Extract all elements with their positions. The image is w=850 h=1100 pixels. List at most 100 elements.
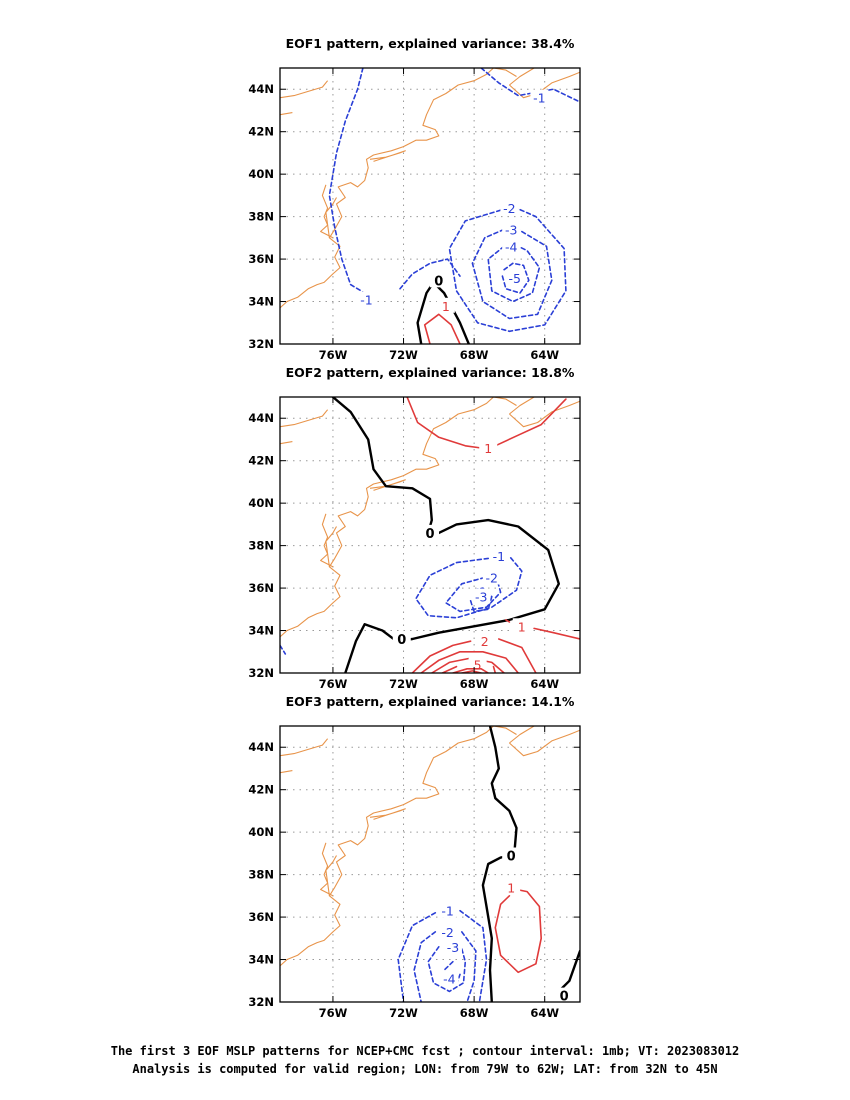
contour-line	[505, 619, 511, 623]
coastline	[369, 808, 406, 820]
coastline	[280, 738, 329, 757]
contour-label-bg	[500, 200, 519, 216]
coastline	[493, 68, 517, 77]
contour-label: 5	[474, 658, 482, 673]
contour-label-bg	[392, 631, 411, 647]
contour-label: 2	[481, 634, 489, 649]
lat-tick-label: 32N	[248, 995, 274, 1009]
contour-line	[441, 665, 458, 673]
contour-label-bg	[505, 270, 524, 286]
contour-label: -1	[493, 549, 505, 564]
lon-tick-label: 72W	[389, 677, 418, 691]
contour-label: -5	[508, 271, 520, 286]
contour-line	[480, 68, 580, 103]
coastline	[320, 184, 334, 239]
coastline	[509, 68, 535, 86]
lon-tick-label: 72W	[389, 1006, 418, 1020]
contour-label: -2	[441, 925, 453, 940]
contour-line	[397, 911, 437, 1002]
contour-label: -4	[505, 239, 518, 254]
contour-label-bg	[436, 297, 455, 313]
coastline	[509, 400, 580, 428]
contour-line	[420, 650, 520, 673]
contour-label-bg	[468, 656, 487, 672]
contour-label: -1	[441, 904, 453, 919]
coastline	[509, 729, 580, 757]
coastline	[325, 855, 337, 896]
contour-line	[494, 888, 543, 974]
caption-line-1: The first 3 EOF MSLP patterns for NCEP+C…	[110, 1044, 740, 1058]
contour-line	[494, 398, 567, 447]
contour-label: 0	[434, 274, 443, 289]
lat-tick-label: 42N	[248, 783, 274, 797]
contour-line	[411, 640, 472, 673]
contour-label-bg	[475, 633, 494, 649]
lon-tick-label: 68W	[460, 348, 489, 362]
contour-label-bg	[512, 618, 531, 634]
contour-line	[460, 931, 477, 1002]
contour-label-bg	[357, 291, 376, 307]
map-area: 0 0 1 1 -1 -2 -3 2 5	[280, 397, 580, 673]
map-area: 0 0 1 -1 -2-3 -4	[280, 726, 580, 1002]
lat-tick-label: 32N	[248, 666, 274, 680]
lat-tick-label: 44N	[248, 411, 274, 425]
lat-tick-label: 32N	[248, 337, 274, 351]
coastline	[369, 479, 406, 491]
coastline	[280, 441, 293, 445]
lat-tick-label: 44N	[248, 82, 274, 96]
lat-tick-label: 40N	[248, 825, 274, 839]
lon-tick-label: 64W	[530, 348, 559, 362]
contour-label-bg	[479, 439, 498, 455]
lat-tick-label: 42N	[248, 125, 274, 139]
lon-tick-label: 76W	[319, 1006, 348, 1020]
map-frame	[279, 67, 581, 345]
lat-tick-label: 34N	[248, 295, 274, 309]
contour-line	[423, 313, 461, 344]
contour-line	[448, 207, 567, 333]
lat-tick-label: 38N	[248, 868, 274, 882]
map-frame	[279, 396, 581, 674]
contour-line	[471, 228, 553, 320]
lat-tick-label: 34N	[248, 953, 274, 967]
contour-label-bg	[438, 902, 457, 918]
caption-line-2: Analysis is computed for valid region; L…	[132, 1062, 718, 1076]
contour-label-bg	[443, 938, 462, 954]
contour-line	[487, 245, 541, 303]
contour-label-bg	[555, 987, 574, 1002]
coastline	[325, 197, 337, 238]
coastline	[280, 409, 329, 428]
coastline	[320, 513, 334, 568]
eof-panel-2: EOF2 pattern, explained variance: 18.8% 0…	[248, 365, 581, 691]
contour-line	[501, 262, 530, 294]
lon-tick-label: 68W	[460, 677, 489, 691]
contour-label-bg	[440, 970, 459, 986]
contour-line	[280, 644, 287, 655]
lon-tick-label: 64W	[530, 677, 559, 691]
lat-tick-label: 38N	[248, 539, 274, 553]
lat-tick-label: 36N	[248, 581, 274, 595]
contour-label: -3	[475, 590, 487, 605]
coastline	[325, 526, 337, 567]
lon-tick-label: 68W	[460, 1006, 489, 1020]
contour-label: 1	[507, 880, 515, 895]
contour-line	[427, 945, 467, 993]
contour-label: 1	[484, 441, 492, 456]
eof-panel-3: EOF3 pattern, explained variance: 14.1% 0…	[248, 694, 581, 1020]
coastline	[509, 397, 535, 415]
map-frame	[279, 725, 581, 1003]
contour-label-bg	[482, 569, 501, 585]
contour-label-bg	[429, 272, 448, 288]
contour-label: 0	[507, 850, 516, 865]
contour-label-bg	[438, 923, 457, 939]
coastline	[509, 726, 535, 744]
eof-panel-1: EOF1 pattern, explained variance: 38.4% -…	[248, 36, 581, 362]
contour-line	[430, 657, 505, 673]
contour-label: -3	[447, 940, 459, 955]
contour-line	[533, 627, 580, 640]
contour-line	[497, 638, 537, 673]
contour-line	[459, 909, 488, 1002]
coastline	[493, 726, 517, 735]
panel-title: EOF1 pattern, explained variance: 38.4%	[286, 36, 575, 51]
panel-title: EOF2 pattern, explained variance: 18.8%	[286, 365, 575, 380]
